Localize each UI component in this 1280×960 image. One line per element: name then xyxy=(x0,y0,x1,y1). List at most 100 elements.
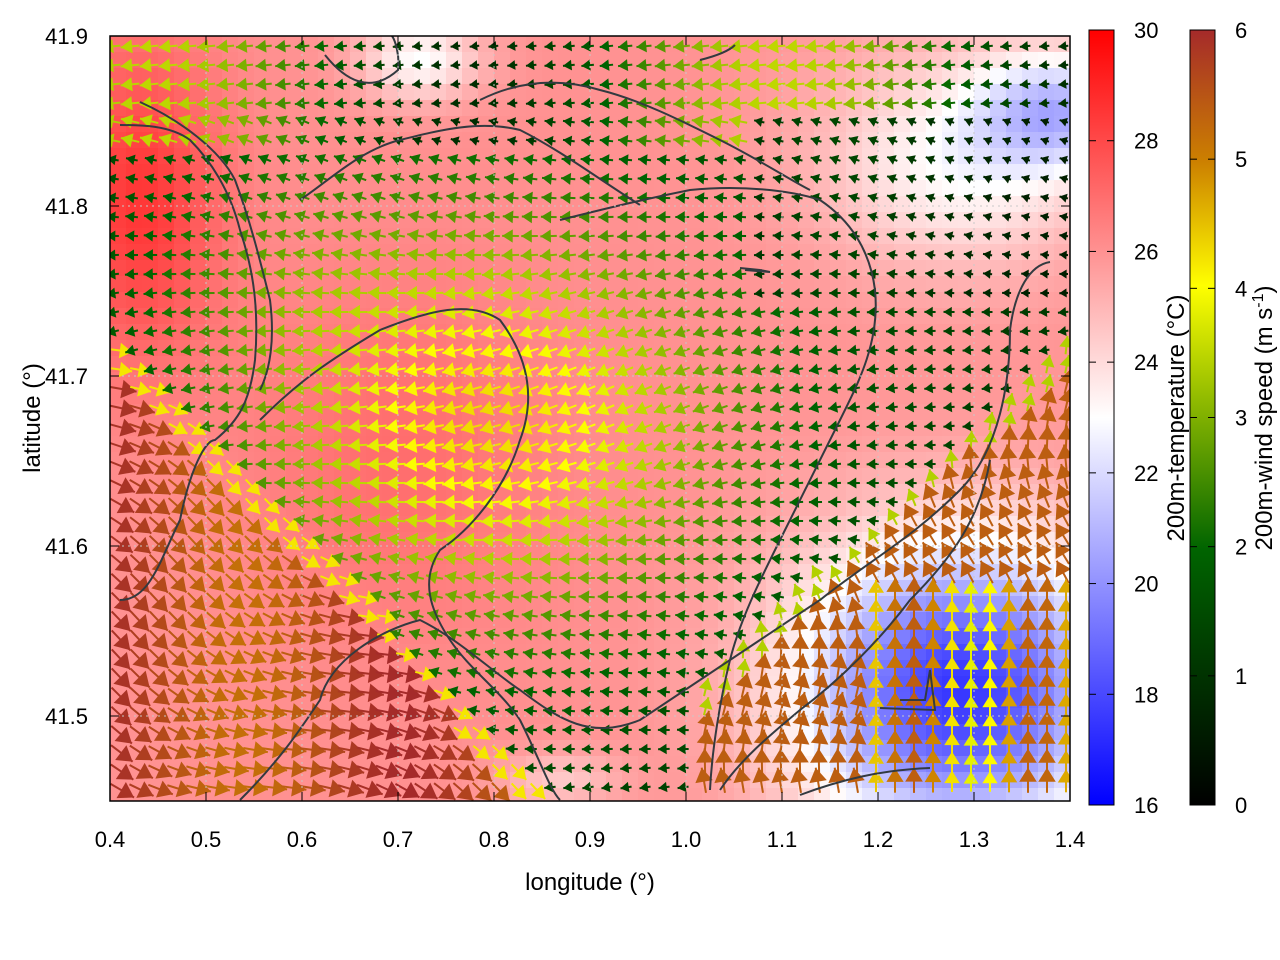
temperature-cell xyxy=(830,276,847,293)
temperature-cell xyxy=(238,68,255,85)
temperature-cell xyxy=(238,180,255,197)
temperature-cell xyxy=(334,68,351,85)
temperature-cell xyxy=(910,244,927,261)
temperature-cell xyxy=(606,68,623,85)
temperature-cell xyxy=(462,276,479,293)
temperature-cell xyxy=(1054,244,1070,261)
temperature-cell xyxy=(798,244,815,261)
temperature-cell xyxy=(990,132,1007,149)
temperature-cell xyxy=(798,68,815,85)
temperature-cell xyxy=(894,452,911,469)
temperature-cell xyxy=(1038,164,1055,181)
temperature-cell xyxy=(894,68,911,85)
temperature-cell xyxy=(478,84,495,101)
temperature-cell xyxy=(542,276,559,293)
temperature-cell xyxy=(206,196,223,213)
temperature-cell xyxy=(814,788,831,801)
temperature-cell xyxy=(110,132,127,149)
temperature-cell xyxy=(590,692,607,709)
temperature-cell xyxy=(302,164,319,181)
temperature-cell xyxy=(302,292,319,309)
temperature-cell xyxy=(510,164,527,181)
temperature-cell xyxy=(718,84,735,101)
temperature-cell xyxy=(622,180,639,197)
temperature-cell xyxy=(414,260,431,277)
temperature-cell xyxy=(782,196,799,213)
temperature-cell xyxy=(910,260,927,277)
temperature-cell xyxy=(190,196,207,213)
temperature-cell xyxy=(1054,212,1070,229)
temperature-cell xyxy=(590,36,607,53)
temperature-cell xyxy=(494,132,511,149)
temperature-cell xyxy=(1006,244,1023,261)
temperature-cell xyxy=(910,132,927,149)
temperature-cell xyxy=(574,180,591,197)
temperature-cell xyxy=(910,84,927,101)
temperature-cell xyxy=(798,132,815,149)
temperature-cell xyxy=(206,116,223,133)
temperature-cell xyxy=(702,788,719,801)
temperature-cell xyxy=(750,196,767,213)
temperature-cell xyxy=(190,244,207,261)
temperature-cell xyxy=(350,292,367,309)
temperature-cell xyxy=(910,68,927,85)
x-tick-label: 0.5 xyxy=(191,827,222,852)
temperature-cell xyxy=(910,180,927,197)
temperature-cell xyxy=(798,116,815,133)
temperature-cell xyxy=(510,196,527,213)
temperature-cell xyxy=(750,244,767,261)
temperature-cell xyxy=(414,244,431,261)
temperature-cell xyxy=(702,68,719,85)
temperature-cell xyxy=(1022,788,1039,801)
temperature-cell xyxy=(302,484,319,501)
temperature-cell xyxy=(494,116,511,133)
temperature-cell xyxy=(110,180,127,197)
temperature-cell xyxy=(446,276,463,293)
temperature-cell xyxy=(558,116,575,133)
temperature-cell xyxy=(702,212,719,229)
temperature-cell xyxy=(974,180,991,197)
temperature-cell xyxy=(654,196,671,213)
temperature-cell xyxy=(814,180,831,197)
temperature-cell xyxy=(862,276,879,293)
temperature-cell xyxy=(798,372,815,389)
temperature-cell xyxy=(158,276,175,293)
temperature-cell xyxy=(590,788,607,801)
temperature-cell xyxy=(894,372,911,389)
temperature-cell xyxy=(958,68,975,85)
temperature-cell xyxy=(398,132,415,149)
temperature-cell xyxy=(926,276,943,293)
y-tick-label: 41.7 xyxy=(45,364,88,389)
temperature-cell xyxy=(158,180,175,197)
temperature-cell xyxy=(302,84,319,101)
temperature-cell xyxy=(702,196,719,213)
temperature-cell xyxy=(1006,100,1023,117)
temperature-cell xyxy=(526,68,543,85)
temperature-cell xyxy=(302,180,319,197)
temperature-cell xyxy=(718,788,735,801)
temperature-cell xyxy=(686,788,703,801)
temperature-cell xyxy=(942,180,959,197)
temperature-cell xyxy=(142,180,159,197)
temperature-cell xyxy=(974,788,991,801)
temperature-cell xyxy=(734,244,751,261)
temperature-cell xyxy=(1054,788,1070,801)
temperature-cell xyxy=(718,68,735,85)
temperature-cell xyxy=(558,788,575,801)
temperature-cell xyxy=(894,788,911,801)
x-tick-label: 0.7 xyxy=(383,827,414,852)
temperature-cell xyxy=(414,276,431,293)
temperature-cell xyxy=(174,180,191,197)
temperature-cell xyxy=(910,196,927,213)
temperature-cell xyxy=(830,244,847,261)
temperature-cell xyxy=(814,84,831,101)
temperature-cell xyxy=(446,180,463,197)
temperature-cell xyxy=(990,212,1007,229)
temperature-cell xyxy=(110,84,127,101)
temperature-cell xyxy=(1006,36,1023,53)
temperature-cell xyxy=(766,516,783,533)
temperature-cell xyxy=(1022,180,1039,197)
temperature-cell xyxy=(862,84,879,101)
temperature-cell xyxy=(286,68,303,85)
